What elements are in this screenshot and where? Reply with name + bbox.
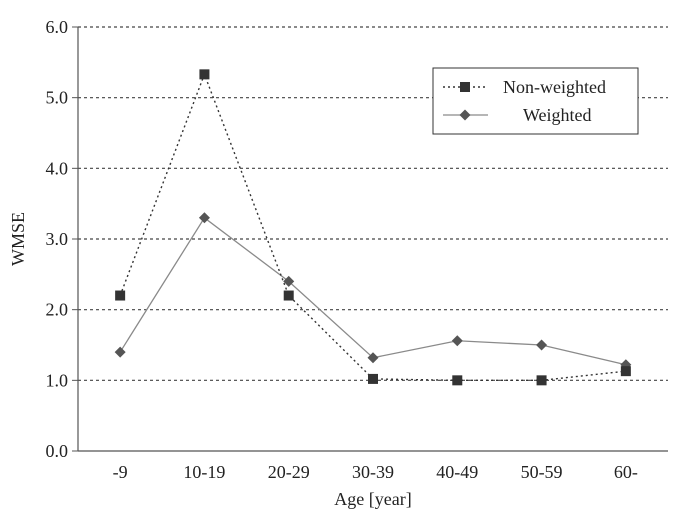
series-group [114,69,632,386]
legend-marker [459,109,471,121]
y-axis-label: WMSE [8,212,28,266]
data-point [452,375,463,386]
data-point [536,339,548,351]
data-point [367,352,379,364]
x-tick-label: 20-29 [268,462,310,482]
legend-entry: Non-weighted [443,77,606,97]
y-tick-label: 4.0 [46,158,69,178]
series-line [119,216,627,366]
data-point [368,373,378,384]
legend: Non-weighted Weighted [432,67,639,135]
data-point [198,212,210,224]
y-tick-label: 0.0 [46,441,69,461]
x-tick-label: -9 [113,462,128,482]
y-tick-label: 1.0 [46,370,69,390]
data-point [283,275,295,287]
series-weighted [114,212,632,371]
axes: 0.0 1.0 2.0 3.0 4.0 5.0 6.0 -9 10-19 20-29 30-39 40… [46,17,668,482]
data-point [283,290,294,301]
data-point [451,335,463,347]
series-non-weighted [115,69,631,386]
legend-entry: Weighted [443,105,592,125]
y-tick-label: 2.0 [46,300,69,320]
y-tick-label: 6.0 [46,17,69,37]
y-tick-label: 5.0 [46,88,69,108]
data-point [114,346,126,358]
x-tick-label: 40-49 [436,462,478,482]
legend-box [432,67,639,135]
data-point [115,290,126,301]
x-tick-label: 50-59 [521,462,563,482]
data-point [536,375,547,386]
legend-label: Non-weighted [503,77,606,97]
x-axis-label: Age [year] [334,489,411,509]
data-point [199,69,210,80]
legend-marker [460,82,470,92]
x-tick-label: 30-39 [352,462,394,482]
legend-label: Weighted [523,105,592,125]
x-tick-label: 10-19 [183,462,225,482]
data-point [620,366,631,377]
y-tick-label: 3.0 [46,229,69,249]
x-tick-label: 60- [614,462,638,482]
